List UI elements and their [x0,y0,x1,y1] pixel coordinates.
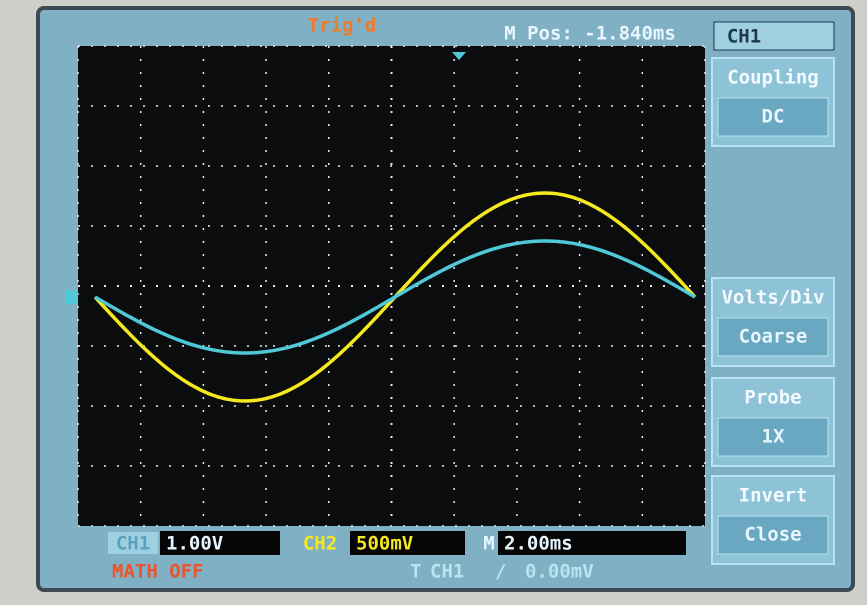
ch2-waveform [94,239,696,355]
timebase: 2.00ms [504,533,573,555]
menu-item-label: Probe [744,387,801,409]
ch-marker [66,290,78,304]
menu-item-label: Coupling [727,67,819,89]
ch1-box [160,531,280,555]
timebase-box [498,531,686,555]
menu-item[interactable]: Volts/Div Coarse [711,277,835,367]
math-status: MATH OFF [112,561,204,583]
ch2-label: CH2 [303,533,337,555]
trigger-marker: T [410,561,421,583]
ch1-tag [108,532,158,554]
menu-item-value: Coarse [739,326,808,348]
timebase-label: M [483,533,494,555]
trigger-level: 0.00mV [525,561,594,583]
menu-item-value-box [717,515,829,555]
menu-header [713,21,835,51]
menu-item[interactable]: Probe 1X [711,377,835,467]
menu-item[interactable]: Invert Close [711,475,835,565]
trigger-status: Trig'd [308,15,377,37]
menu-item-value-box [717,97,829,137]
grid [77,45,706,527]
trigger-slope: / [495,561,506,583]
menu-item-value: 1X [762,426,785,448]
ch1-label: CH1 [116,533,150,555]
menu: Coupling DC Volts/Div Coarse Probe 1X Invert Cl… [711,57,835,565]
trigger-source: CH1 [430,561,464,583]
menu-item-label: Volts/Div [722,287,825,309]
menu-item-label: Invert [739,485,808,507]
menu-item-value: DC [762,106,785,128]
ch2-scale: 500mV [356,533,413,555]
menu-item[interactable]: Coupling DC [711,57,835,147]
menu-item-value: Close [744,524,801,546]
trigger-position-marker [452,52,466,60]
waveforms [93,191,697,403]
menu-title: CH1 [727,26,761,48]
menu-item-value-box [717,417,829,457]
menu-item-value-box [717,317,829,357]
ch2-box [350,531,465,555]
ch1-scale: 1.00V [166,533,223,555]
position: M Pos: -1.840ms [504,23,676,45]
